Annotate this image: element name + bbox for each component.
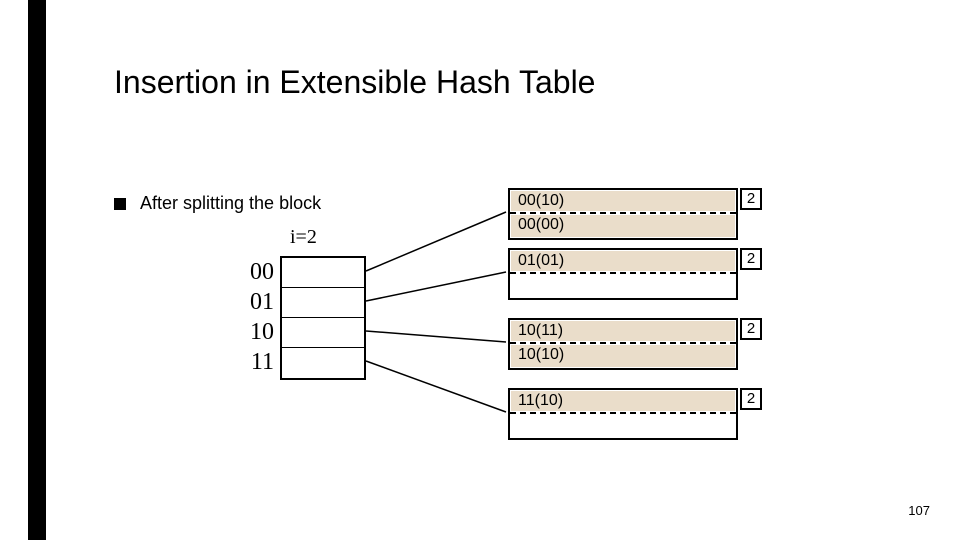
dir-cell [282,348,364,378]
bucket-1: 01(01) [508,248,738,300]
connector [366,212,506,271]
bucket-row [510,414,736,438]
dir-label-1: 01 [244,289,274,316]
dir-label-3: 11 [244,349,274,376]
dir-cell [282,318,364,348]
bucket-3: 11(10) [508,388,738,440]
bucket-row: 10(10) [510,344,736,368]
bucket-row: 11(10) [510,390,736,414]
bucket-0: 00(10) 00(00) [508,188,738,240]
dir-label-0: 00 [244,259,274,286]
bucket-row: 01(01) [510,250,736,274]
bullet-row: After splitting the block [114,193,321,214]
bucket-row: 00(00) [510,214,736,238]
dir-cell [282,258,364,288]
local-depth-2: 2 [740,318,762,340]
local-depth-3: 2 [740,388,762,410]
directory-box [280,256,366,380]
bullet-text: After splitting the block [140,193,321,214]
bucket-row: 10(11) [510,320,736,344]
bullet-icon [114,198,126,210]
bucket-value: 00(00) [518,216,564,234]
bucket-row: 00(10) [510,190,736,214]
slide-title: Insertion in Extensible Hash Table [114,64,595,101]
bucket-value: 11(10) [518,392,563,410]
bucket-value: 00(10) [518,192,564,210]
connector [366,361,506,412]
dir-label-2: 10 [244,319,274,346]
local-depth-0: 2 [740,188,762,210]
bucket-value: 01(01) [518,252,564,270]
global-depth-label: i=2 [290,226,317,249]
page-number: 107 [908,503,930,518]
left-accent-bar [28,0,46,540]
dir-cell [282,288,364,318]
connector [366,272,506,301]
bucket-2: 10(11) 10(10) [508,318,738,370]
bucket-value: 10(11) [518,322,563,340]
connector [366,331,506,342]
local-depth-1: 2 [740,248,762,270]
bucket-value: 10(10) [518,346,564,364]
bucket-row [510,274,736,298]
